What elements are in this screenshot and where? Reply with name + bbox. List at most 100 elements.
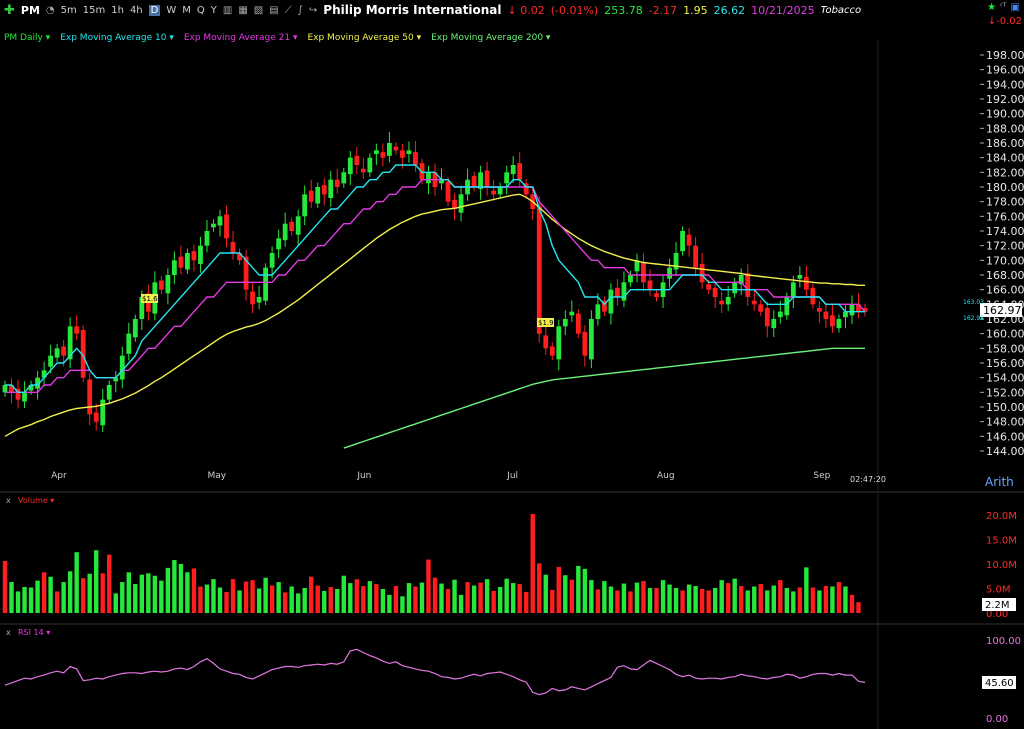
timeframe-q[interactable]: Q xyxy=(196,4,205,16)
candle-body xyxy=(784,297,790,316)
indicator-1[interactable]: Exp Moving Average 10 ▾ xyxy=(60,33,174,43)
stat-2: -2.17 xyxy=(648,3,678,17)
candle-body xyxy=(263,267,269,301)
candle-body xyxy=(354,155,360,165)
volume-bar xyxy=(823,586,829,613)
price-tick-label: 172.00 xyxy=(986,240,1024,253)
candle-body xyxy=(738,275,744,285)
candle-body xyxy=(725,297,731,305)
volume-bar xyxy=(237,590,242,613)
timeframe-1h[interactable]: 1h xyxy=(111,4,124,16)
candle-body xyxy=(764,308,770,327)
link-icon[interactable]: ▣ xyxy=(1010,2,1020,13)
candle-body xyxy=(517,163,523,180)
indicator-2[interactable]: Exp Moving Average 21 ▾ xyxy=(183,33,298,43)
volume-close-icon: x xyxy=(6,496,11,505)
candle-body xyxy=(510,165,516,175)
timeframe-y[interactable]: Y xyxy=(210,4,217,16)
indicator-icon[interactable]: ∫ xyxy=(297,4,303,16)
volume-bar xyxy=(693,586,698,613)
candle-body xyxy=(302,194,308,217)
candle-body xyxy=(106,385,112,400)
volume-bar xyxy=(484,579,490,613)
timeframe-5m[interactable]: 5m xyxy=(60,4,77,16)
price-tick-label: 186.00 xyxy=(986,137,1024,150)
symbol-label[interactable]: PM xyxy=(20,3,40,17)
volume-bar xyxy=(556,566,561,613)
candle-body xyxy=(771,319,777,329)
candle-body xyxy=(61,346,67,356)
candle-body xyxy=(628,275,633,283)
candle-body xyxy=(341,172,347,184)
candle-body xyxy=(2,385,8,393)
volume-bar xyxy=(830,586,835,613)
candle-body xyxy=(667,267,672,279)
timeframe-d[interactable]: D xyxy=(148,4,161,16)
dividend-marker-2 xyxy=(537,318,554,327)
candle-body xyxy=(758,304,764,312)
time-label: 02:47:20 xyxy=(850,475,886,484)
volume-bar xyxy=(771,585,776,613)
timeframe-w[interactable]: W xyxy=(166,4,177,16)
chart-type-icon[interactable]: ▥ xyxy=(222,4,233,16)
candle-body xyxy=(315,187,321,204)
volume-bar xyxy=(745,590,750,613)
candle-body xyxy=(224,214,229,239)
draw-icon[interactable]: ⟋ xyxy=(284,4,292,16)
star-icon[interactable]: ★ xyxy=(987,2,997,13)
volume-bar xyxy=(836,582,842,613)
candle-body xyxy=(22,392,27,402)
share-icon[interactable]: ↪ xyxy=(308,4,318,16)
volume-bar xyxy=(48,576,53,613)
candle-body xyxy=(28,385,34,391)
timeframe-15m[interactable]: 15m xyxy=(82,4,106,16)
compare-icon[interactable]: ▨ xyxy=(253,4,264,16)
volume-bar xyxy=(504,578,509,613)
candle-body xyxy=(289,221,295,231)
indicator-4[interactable]: Exp Moving Average 200 ▾ xyxy=(431,33,551,43)
rt-icon[interactable]: ʳᵀ xyxy=(1000,2,1007,13)
price-tick-label: 154.00 xyxy=(986,372,1024,385)
volume-bar xyxy=(797,587,803,613)
last-price-box xyxy=(980,303,1022,317)
candle-body xyxy=(810,287,816,305)
grid-icon[interactable]: ▦ xyxy=(238,4,248,16)
price-tick-label: 150.00 xyxy=(986,401,1024,414)
volume-bar xyxy=(699,588,705,613)
volume-bar xyxy=(810,587,816,613)
candle-body xyxy=(191,251,197,261)
volume-bar xyxy=(595,589,601,613)
candle-body xyxy=(400,150,405,158)
volume-bar xyxy=(589,580,594,613)
volume-bar xyxy=(152,575,158,613)
timeframe-4h[interactable]: 4h xyxy=(129,4,143,16)
bell-icon[interactable]: ◔ xyxy=(45,4,55,16)
timeframe-m[interactable]: M xyxy=(182,4,191,16)
timeframe-group: 5m 15m 1h 4h D W M Q Y xyxy=(60,4,217,16)
volume-bar xyxy=(295,593,301,613)
volume-bar xyxy=(524,591,529,613)
volume-tick-label: 15.0M xyxy=(986,535,1017,546)
volume-last-box xyxy=(982,598,1016,611)
candle-body xyxy=(601,300,607,312)
indicator-3[interactable]: Exp Moving Average 50 ▾ xyxy=(307,33,422,43)
volume-bar xyxy=(100,573,105,613)
volume-bar xyxy=(458,594,464,613)
price-tick-label: 148.00 xyxy=(986,416,1024,429)
volume-bar xyxy=(217,587,223,613)
candle-body xyxy=(426,172,431,184)
candle-body xyxy=(452,199,457,209)
volume-bar xyxy=(87,573,92,613)
volume-bar xyxy=(289,586,294,613)
layout-icon[interactable]: ▤ xyxy=(269,4,279,16)
volume-bar xyxy=(230,579,236,613)
candle-body xyxy=(211,223,216,228)
volume-bar xyxy=(517,584,522,613)
candle-body xyxy=(80,330,86,378)
volume-bar xyxy=(367,581,373,613)
price-tick-label: 194.00 xyxy=(986,78,1024,91)
candle-body xyxy=(523,183,529,195)
indicator-0[interactable]: PM Daily ▾ xyxy=(4,33,51,43)
volume-bar xyxy=(660,580,666,613)
add-symbol-icon[interactable]: ✚ xyxy=(4,2,15,18)
